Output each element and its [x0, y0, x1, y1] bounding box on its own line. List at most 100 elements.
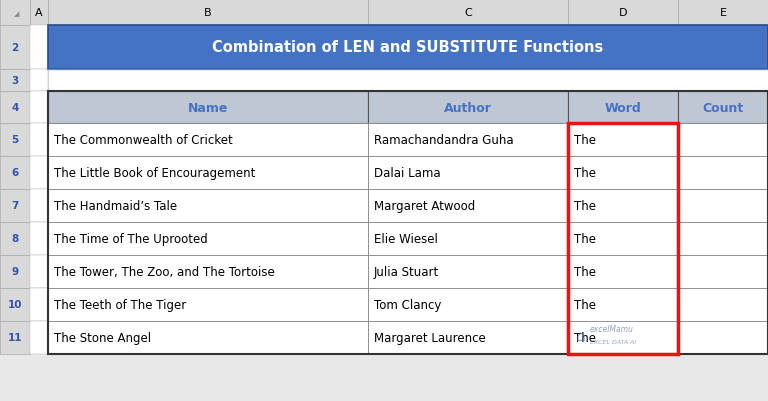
Text: 5: 5: [12, 135, 18, 145]
Bar: [48, 223, 368, 255]
Bar: [568, 0, 678, 26]
Text: The Handmaid’s Tale: The Handmaid’s Tale: [54, 200, 177, 213]
Text: The: The: [574, 166, 596, 180]
Text: Ramachandandra Guha: Ramachandandra Guha: [374, 134, 514, 147]
Text: The: The: [574, 265, 596, 278]
Bar: [48, 124, 368, 157]
Bar: [368, 321, 568, 354]
Bar: [30, 0, 48, 26]
Bar: [48, 190, 368, 223]
Bar: [568, 124, 678, 157]
Bar: [48, 26, 768, 70]
Bar: [568, 223, 678, 255]
Bar: [30, 288, 48, 321]
Text: The: The: [574, 298, 596, 311]
Text: ⌂: ⌂: [576, 328, 586, 344]
Bar: [568, 92, 678, 124]
Bar: [0, 26, 30, 70]
Bar: [48, 157, 368, 190]
Bar: [678, 321, 768, 354]
Text: 9: 9: [12, 267, 18, 277]
Text: E: E: [720, 8, 727, 18]
Text: 7: 7: [12, 201, 18, 211]
Bar: [30, 157, 48, 190]
Bar: [568, 190, 678, 223]
Bar: [0, 70, 30, 92]
Bar: [30, 124, 48, 157]
Bar: [0, 288, 30, 321]
Bar: [30, 255, 48, 288]
Text: A: A: [35, 8, 43, 18]
Bar: [30, 223, 48, 255]
Bar: [678, 157, 768, 190]
Text: Julia Stuart: Julia Stuart: [374, 265, 439, 278]
Bar: [368, 92, 568, 124]
Text: EXCEL DATA AI: EXCEL DATA AI: [590, 339, 636, 344]
Text: 6: 6: [12, 168, 18, 178]
Bar: [368, 124, 568, 157]
Bar: [48, 70, 768, 92]
Bar: [30, 26, 48, 70]
Bar: [368, 288, 568, 321]
Bar: [0, 190, 30, 223]
Text: C: C: [464, 8, 472, 18]
Bar: [48, 288, 368, 321]
Text: excelMamu: excelMamu: [590, 324, 634, 333]
Bar: [30, 70, 48, 92]
Text: The Tower, The Zoo, and The Tortoise: The Tower, The Zoo, and The Tortoise: [54, 265, 275, 278]
Bar: [0, 223, 30, 255]
Text: Count: Count: [703, 101, 743, 114]
Bar: [0, 124, 30, 157]
Bar: [368, 0, 568, 26]
Text: 2: 2: [12, 43, 18, 53]
Bar: [678, 288, 768, 321]
Text: 3: 3: [12, 76, 18, 86]
Bar: [368, 223, 568, 255]
Text: Name: Name: [188, 101, 228, 114]
Bar: [678, 223, 768, 255]
Text: The: The: [574, 134, 596, 147]
Text: The Teeth of The Tiger: The Teeth of The Tiger: [54, 298, 187, 311]
Text: Combination of LEN and SUBSTITUTE Functions: Combination of LEN and SUBSTITUTE Functi…: [213, 41, 604, 55]
Text: 8: 8: [12, 234, 18, 244]
Bar: [678, 190, 768, 223]
Text: ◢: ◢: [14, 11, 19, 17]
Bar: [568, 288, 678, 321]
Text: 10: 10: [8, 300, 22, 310]
Text: The Little Book of Encouragement: The Little Book of Encouragement: [54, 166, 256, 180]
Bar: [48, 92, 768, 354]
Bar: [678, 255, 768, 288]
Text: D: D: [619, 8, 627, 18]
Text: 4: 4: [12, 103, 18, 113]
Bar: [368, 255, 568, 288]
Bar: [368, 157, 568, 190]
Bar: [0, 157, 30, 190]
Text: B: B: [204, 8, 212, 18]
Bar: [0, 0, 30, 26]
Text: Tom Clancy: Tom Clancy: [374, 298, 442, 311]
Text: The Commonwealth of Cricket: The Commonwealth of Cricket: [54, 134, 233, 147]
Bar: [0, 92, 30, 124]
Bar: [30, 321, 48, 354]
Text: The: The: [574, 331, 596, 344]
Text: The Time of The Uprooted: The Time of The Uprooted: [54, 233, 208, 245]
Bar: [48, 0, 368, 26]
Bar: [0, 321, 30, 354]
Bar: [30, 92, 48, 124]
Text: The: The: [574, 233, 596, 245]
Bar: [678, 124, 768, 157]
Bar: [48, 255, 368, 288]
Text: Author: Author: [444, 101, 492, 114]
Bar: [568, 255, 678, 288]
Bar: [368, 190, 568, 223]
Text: The Stone Angel: The Stone Angel: [54, 331, 151, 344]
Text: Dalai Lama: Dalai Lama: [374, 166, 441, 180]
Bar: [678, 0, 768, 26]
Text: 11: 11: [8, 333, 22, 342]
Bar: [568, 321, 678, 354]
Bar: [678, 92, 768, 124]
Text: Word: Word: [604, 101, 641, 114]
Text: Elie Wiesel: Elie Wiesel: [374, 233, 438, 245]
Bar: [48, 92, 368, 124]
Bar: [568, 157, 678, 190]
